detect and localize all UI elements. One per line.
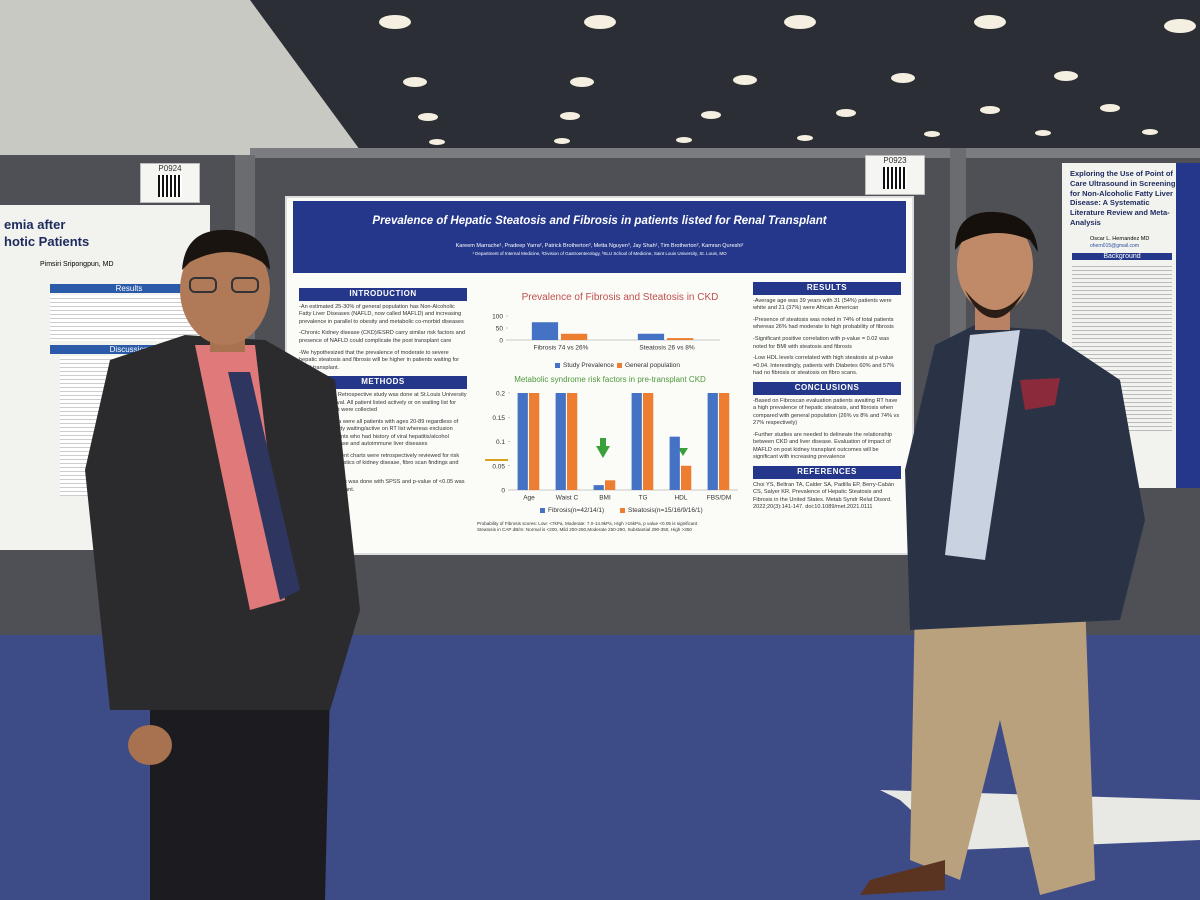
section-text: -Based on Fibroscan evaluation patients … xyxy=(753,397,900,427)
board-post xyxy=(235,155,255,635)
poster-affiliations: ¹ Department of Internal Medicine, ²Divi… xyxy=(472,251,727,256)
section-text: -Low HDL levels correlated with high ste… xyxy=(753,355,895,377)
section-text: -A total of 57 patient charts were retro… xyxy=(299,452,460,474)
section-text: Choi YS, Beltran TA, Calder SA, Padilla … xyxy=(753,481,895,511)
section-text: -Single Center: Retrospective study was … xyxy=(299,391,467,414)
side-title: hotic Patients xyxy=(4,234,90,249)
board-post xyxy=(950,148,966,588)
footnote: Steatosis in CAP dB/m: Normal is <200, M… xyxy=(477,526,692,532)
footnote: Probability of Fibrosis scores: Low: <7k… xyxy=(477,521,698,526)
side-title: Exploring the Use of Point of Care Ultra… xyxy=(1070,169,1176,227)
side-author: Pimsiri Sripongpun, MD xyxy=(40,261,114,268)
wall xyxy=(0,0,360,170)
booth-number: P0923 xyxy=(865,155,925,195)
ceiling-lights xyxy=(379,15,1196,145)
section-text: -An estimated 25-30% of general populati… xyxy=(299,303,464,325)
section-text: -Average age was 39 years with 31 (54%) … xyxy=(753,297,892,312)
left-poster: emia after hotic Patients Pimsiri Sripon… xyxy=(0,205,210,550)
side-heading: Discussion xyxy=(50,345,208,354)
side-email: ohern015@gmail.com xyxy=(1090,242,1139,249)
footnotes: Probability of Fibrosis scores: Low: <7k… xyxy=(477,521,747,533)
section-heading: CONCLUSIONS xyxy=(753,381,901,395)
poster-authors: Kareem Marrache¹, Pradeep Yarra², Patric… xyxy=(455,243,744,249)
section-heading: RESULTS xyxy=(753,282,901,295)
poster-title: Prevalence of Hepatic Steatosis and Fibr… xyxy=(372,215,827,227)
section-text: -Significant positive correlation with p… xyxy=(753,335,890,350)
section-heading: INTRODUCTION xyxy=(299,288,467,301)
side-title: emia after xyxy=(4,217,66,232)
section-text: -Further studies are needed to delineate… xyxy=(753,431,892,461)
section-heading: METHODS xyxy=(299,376,467,389)
section-text: -Inclusion criteria were all patients wi… xyxy=(299,418,459,448)
booth-label: P0924 xyxy=(158,164,182,173)
booth-number: P0924 xyxy=(140,163,200,203)
side-heading: Background xyxy=(1072,252,1172,260)
booth-label: P0923 xyxy=(883,156,907,165)
left-column: INTRODUCTION -An estimated 25-30% of gene… xyxy=(299,284,467,499)
poster-header: Prevalence of Hepatic Steatosis and Fibr… xyxy=(293,201,906,273)
section-text: -Chronic Kidney disease (CKD)/ESRD carry… xyxy=(299,330,465,344)
section-heading: REFERENCES xyxy=(753,465,901,479)
right-poster: Exploring the Use of Point of Care Ultra… xyxy=(1062,163,1200,488)
section-text: -We hypothesized that the prevalence of … xyxy=(299,349,460,371)
section-text: -Presence of steatosis was noted in 74% … xyxy=(753,316,894,331)
right-column: RESULTS -Average age was 39 years with 31… xyxy=(753,278,901,516)
side-heading: Results xyxy=(50,284,208,293)
main-poster: Prevalence of Hepatic Steatosis and Fibr… xyxy=(287,198,912,553)
board-frame xyxy=(250,148,955,158)
board-frame xyxy=(955,148,1200,158)
side-author: Oscar L. Hernandez MD xyxy=(1090,235,1150,242)
section-text: -Statistical Analysis was done with SPSS… xyxy=(299,479,465,493)
